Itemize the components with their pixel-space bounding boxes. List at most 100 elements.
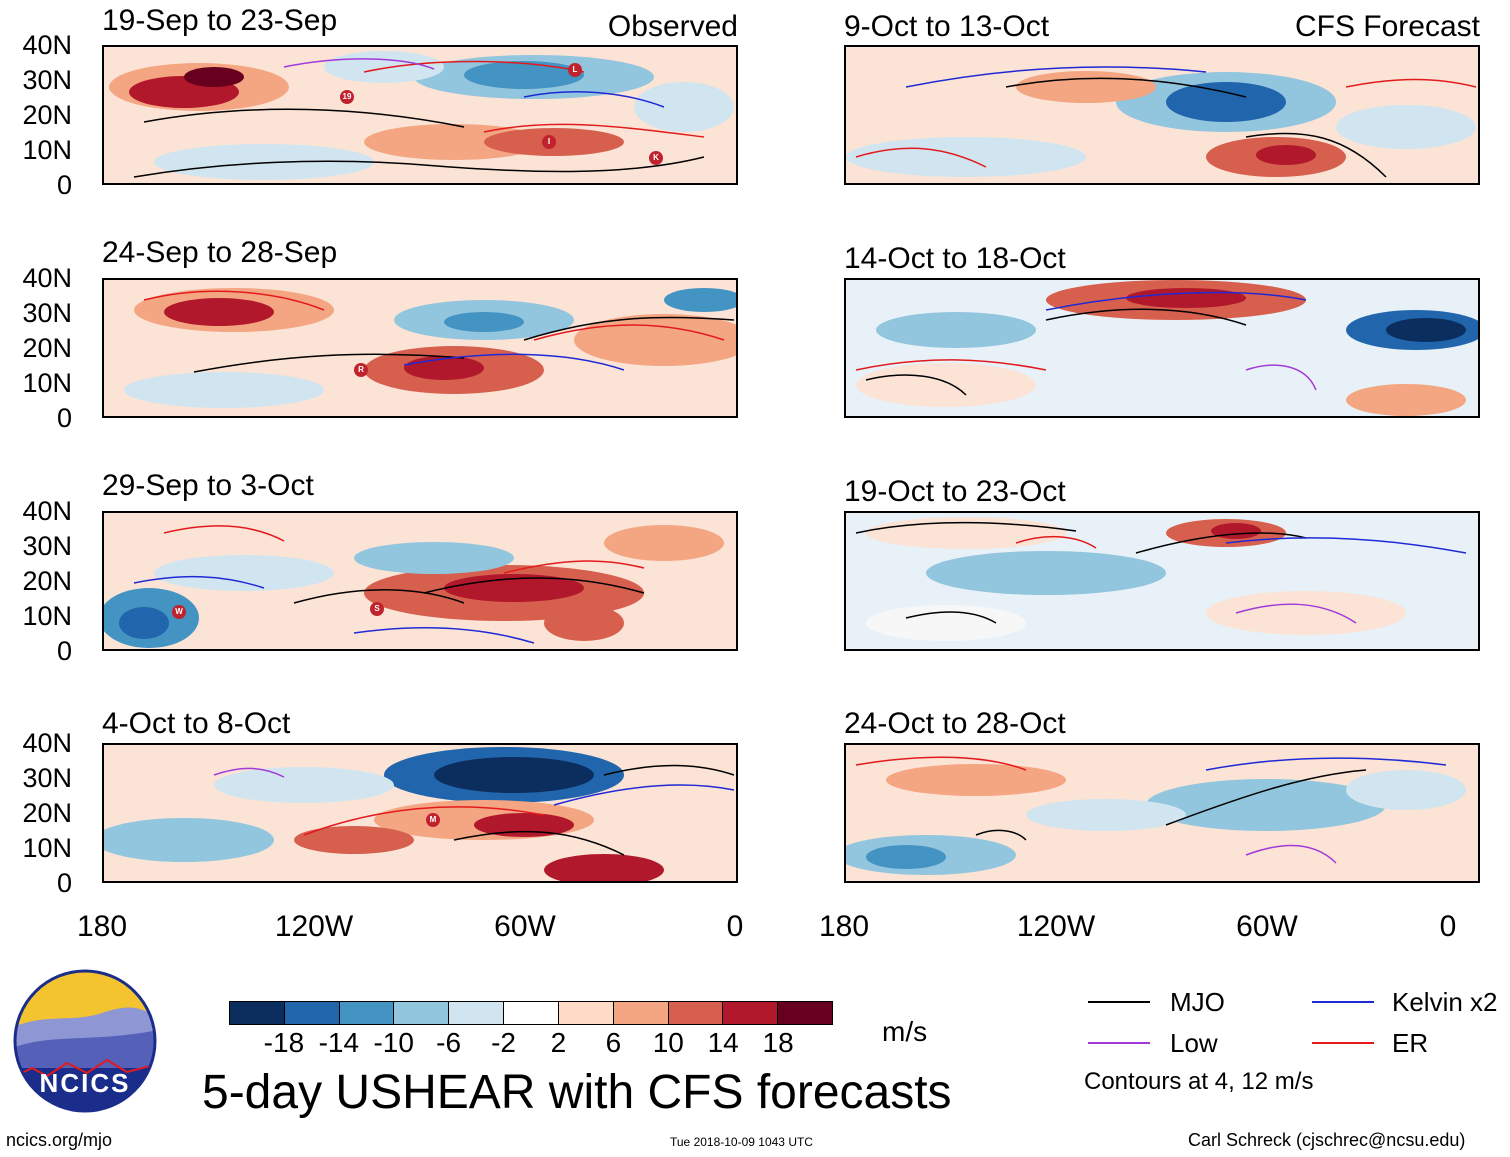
lat-label: 20N — [22, 333, 72, 363]
observed-label: Observed — [607, 10, 738, 43]
colorbar-label: 2 — [550, 1027, 567, 1058]
storm-marker: L — [568, 63, 582, 77]
colorbar-label: -10 — [373, 1027, 414, 1058]
lat-label: 30N — [22, 298, 72, 328]
storm-marker: R — [354, 363, 368, 377]
map-panel-4: M — [102, 743, 738, 883]
map-panel-6 — [844, 278, 1480, 418]
storm-marker: M — [426, 813, 440, 827]
shear-field — [846, 745, 1478, 881]
logo-text: NCICS — [39, 1068, 131, 1098]
map-panel-5 — [844, 45, 1480, 185]
shear-field — [104, 280, 736, 416]
lat-label: 0 — [56, 868, 72, 898]
lat-label: 10N — [22, 833, 72, 863]
lat-label: 40N — [22, 496, 72, 526]
map-panel-7 — [844, 511, 1480, 651]
map-panel-1: 19 L I K — [102, 45, 738, 185]
panel-title-5: 9-Oct to 13-Oct — [844, 10, 1050, 43]
lat-label: 40N — [22, 263, 72, 293]
lat-label: 20N — [22, 100, 72, 130]
lat-label: 30N — [22, 763, 72, 793]
storm-marker: I — [542, 135, 556, 149]
colorbar-label: -18 — [263, 1027, 305, 1058]
colorbar-swatch — [778, 1002, 832, 1024]
legend-line-er — [1312, 1042, 1374, 1044]
colorbar — [229, 1001, 833, 1025]
lat-label: 40N — [22, 728, 72, 758]
lon-label-180: 180 — [76, 910, 128, 943]
legend-line-kelvin — [1312, 1001, 1374, 1003]
shear-field — [104, 745, 736, 881]
lat-label: 20N — [22, 798, 72, 828]
colorbar-label: -14 — [318, 1027, 360, 1058]
panel-title-4: 4-Oct to 8-Oct — [102, 707, 291, 740]
colorbar-label: 10 — [652, 1027, 684, 1058]
colorbar-unit: m/s — [882, 1016, 928, 1047]
contour-note: Contours at 4, 12 m/s — [1084, 1068, 1314, 1095]
colorbar-label: -6 — [436, 1027, 462, 1058]
colorbar-swatch — [339, 1002, 395, 1024]
colorbar-swatch — [613, 1002, 669, 1024]
colorbar-swatch — [284, 1002, 340, 1024]
legend-line-mjo — [1088, 1001, 1150, 1003]
storm-marker: S — [370, 602, 384, 616]
colorbar-swatch — [230, 1002, 285, 1024]
shear-field — [846, 47, 1478, 183]
panel-title-8: 24-Oct to 28-Oct — [844, 707, 1066, 740]
panel-title-7: 19-Oct to 23-Oct — [844, 475, 1066, 508]
lon-label-60w: 60W — [494, 910, 556, 943]
panel-title-2: 24-Sep to 28-Sep — [102, 236, 338, 269]
shear-field — [104, 47, 736, 183]
lon-label-0: 0 — [1439, 910, 1457, 943]
cfs-forecast-label: CFS Forecast — [1294, 10, 1480, 43]
shear-field — [104, 513, 736, 649]
map-panel-3: W S — [102, 511, 738, 651]
colorbar-swatch — [394, 1002, 450, 1024]
legend-label-mjo: MJO — [1170, 987, 1225, 1017]
shear-field — [846, 513, 1478, 649]
lat-label: 40N — [22, 30, 72, 60]
colorbar-swatch — [504, 1002, 559, 1024]
lat-label: 10N — [22, 601, 72, 631]
storm-marker: K — [649, 151, 663, 165]
colorbar-swatch — [449, 1002, 505, 1024]
panel-title-6: 14-Oct to 18-Oct — [844, 242, 1066, 275]
timestamp: Tue 2018-10-09 1043 UTC — [670, 1135, 813, 1149]
colorbar-label: -2 — [491, 1027, 516, 1058]
colorbar-swatch — [558, 1002, 614, 1024]
map-panel-8 — [844, 743, 1480, 883]
lon-label-120w: 120W — [1016, 910, 1096, 943]
ncics-logo: NCICS — [12, 968, 158, 1114]
panel-title-3: 29-Sep to 3-Oct — [102, 469, 314, 502]
lon-label-60w: 60W — [1236, 910, 1298, 943]
author-credit: Carl Schreck (cjschrec@ncsu.edu) — [1188, 1130, 1466, 1150]
lat-label: 20N — [22, 566, 72, 596]
lon-label-0: 0 — [726, 910, 744, 943]
lat-label: 10N — [22, 368, 72, 398]
legend-label-low: Low — [1170, 1028, 1218, 1058]
legend-label-kelvin: Kelvin x2 — [1392, 987, 1498, 1017]
lat-label: 0 — [56, 636, 72, 666]
lat-label: 0 — [56, 170, 72, 200]
lon-label-120w: 120W — [274, 910, 354, 943]
legend-label-er: ER — [1392, 1028, 1429, 1058]
panel-title-1: 19-Sep to 23-Sep — [102, 4, 338, 37]
storm-marker: W — [172, 605, 186, 619]
lat-label: 10N — [22, 135, 72, 165]
colorbar-swatch — [668, 1002, 724, 1024]
site-link[interactable]: ncics.org/mjo — [6, 1130, 113, 1150]
colorbar-swatch — [723, 1002, 779, 1024]
lat-label: 0 — [56, 403, 72, 433]
figure-title: 5-day USHEAR with CFS forecasts — [202, 1066, 952, 1119]
legend-line-low — [1088, 1042, 1150, 1044]
map-panel-2: R — [102, 278, 738, 418]
lon-label-180: 180 — [818, 910, 870, 943]
shear-field — [846, 280, 1478, 416]
lat-label: 30N — [22, 531, 72, 561]
storm-marker: 19 — [340, 90, 354, 104]
colorbar-label: 18 — [762, 1027, 794, 1058]
lat-label: 30N — [22, 65, 72, 95]
colorbar-label: 6 — [605, 1027, 622, 1058]
colorbar-label: 14 — [707, 1027, 739, 1058]
